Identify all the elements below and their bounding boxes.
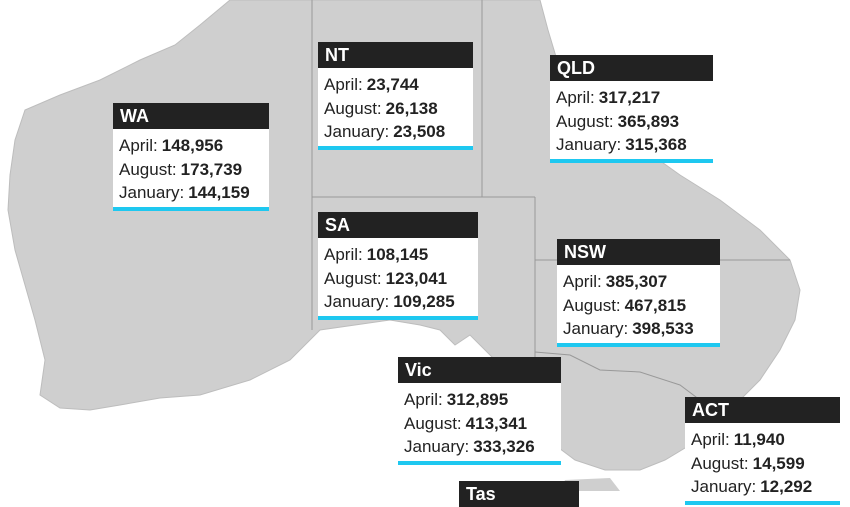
- stat-label: January:: [324, 292, 390, 311]
- stat-label: August:: [119, 159, 177, 179]
- stat-row: January: 144,159: [119, 181, 263, 205]
- region-label-box: Vic April: 312,895 August: 413,341 January: 33…: [398, 357, 561, 465]
- stat-value: 109,285: [393, 292, 455, 311]
- stat-row: April: 385,307: [563, 270, 714, 294]
- stat-row: August: 413,341: [404, 412, 555, 436]
- stat-value: 108,145: [366, 245, 429, 264]
- region-label-box: SA April: 108,145 August: 123,041 January: 109…: [318, 212, 478, 320]
- stat-value: 12,292: [760, 477, 813, 496]
- stat-label: April:: [324, 75, 363, 94]
- stat-row: August: 14,599: [691, 452, 834, 476]
- stat-label: January:: [556, 135, 622, 154]
- region-stats: April: 317,217 August: 365,893 January: 315,3…: [550, 81, 713, 159]
- region-label-box: QLD April: 317,217 August: 365,893 January: 31…: [550, 55, 713, 163]
- stat-label: January:: [324, 122, 390, 141]
- stat-value: 467,815: [624, 295, 687, 315]
- stat-value: 14,599: [752, 453, 805, 473]
- stat-label: August:: [324, 98, 382, 118]
- stat-row: April: 317,217: [556, 86, 707, 110]
- stat-label: January:: [563, 319, 629, 338]
- region-stats: April: 11,940 August: 14,599 January: 12,292: [685, 423, 840, 501]
- stat-row: August: 26,138: [324, 97, 467, 121]
- stat-value: 333,326: [473, 437, 535, 456]
- stat-label: January:: [119, 183, 185, 202]
- stat-value: 148,956: [161, 136, 224, 155]
- region-name: ACT: [685, 397, 840, 423]
- stat-row: August: 173,739: [119, 158, 263, 182]
- stat-label: April:: [691, 430, 730, 449]
- stat-row: April: 23,744: [324, 73, 467, 97]
- region-stats: April: 23,744 August: 26,138 January: 23,508: [318, 68, 473, 146]
- stat-value: 23,744: [366, 75, 419, 94]
- stat-row: April: 148,956: [119, 134, 263, 158]
- stat-label: April:: [119, 136, 158, 155]
- stat-row: August: 123,041: [324, 267, 472, 291]
- region-label-box: ACT April: 11,940 August: 14,599 January: 12,2…: [685, 397, 840, 505]
- stat-label: August:: [556, 111, 614, 131]
- stat-value: 413,341: [465, 413, 528, 433]
- stat-row: August: 467,815: [563, 294, 714, 318]
- stat-row: August: 365,893: [556, 110, 707, 134]
- page: (() => { const data = JSON.parse(documen…: [7, 0, 840, 507]
- stat-label: January:: [404, 437, 470, 456]
- region-label-box: Tas: [459, 481, 579, 507]
- stat-label: August:: [691, 453, 749, 473]
- stat-value: 315,368: [625, 135, 687, 154]
- stat-row: January: 109,285: [324, 290, 472, 314]
- stat-label: August:: [324, 268, 382, 288]
- stat-row: April: 11,940: [691, 428, 834, 452]
- stat-label: August:: [563, 295, 621, 315]
- region-name: QLD: [550, 55, 713, 81]
- region-name: Tas: [459, 481, 579, 507]
- stat-value: 317,217: [598, 88, 661, 107]
- stat-row: January: 12,292: [691, 475, 834, 499]
- stat-row: January: 398,533: [563, 317, 714, 341]
- region-name: WA: [113, 103, 269, 129]
- stat-row: April: 108,145: [324, 243, 472, 267]
- stat-label: April:: [324, 245, 363, 264]
- stat-row: January: 333,326: [404, 435, 555, 459]
- region-stats: April: 148,956 August: 173,739 January: 144,1…: [113, 129, 269, 207]
- stat-value: 385,307: [605, 272, 668, 291]
- region-label-box: NSW April: 385,307 August: 467,815 January: 39…: [557, 239, 720, 347]
- border: [534, 351, 701, 401]
- stat-value: 11,940: [733, 430, 785, 449]
- stat-value: 26,138: [385, 98, 438, 118]
- stat-value: 365,893: [617, 111, 680, 131]
- stat-value: 123,041: [385, 268, 448, 288]
- region-name: NT: [318, 42, 473, 68]
- region-stats: April: 312,895 August: 413,341 January: 333,3…: [398, 383, 561, 461]
- region-label-box: NT April: 23,744 August: 26,138 January: 23,50…: [318, 42, 473, 150]
- region-stats: April: 385,307 August: 467,815 January: 398,5…: [557, 265, 720, 343]
- stat-value: 144,159: [188, 183, 250, 202]
- region-label-box: WA April: 148,956 August: 173,739 January: 144…: [113, 103, 269, 211]
- region-name: SA: [318, 212, 478, 238]
- stat-label: April:: [556, 88, 595, 107]
- stat-label: April:: [563, 272, 602, 291]
- stat-row: January: 315,368: [556, 133, 707, 157]
- stat-row: January: 23,508: [324, 120, 467, 144]
- stat-label: April:: [404, 390, 443, 409]
- stat-label: January:: [691, 477, 757, 496]
- stat-value: 398,533: [632, 319, 694, 338]
- region-name: Vic: [398, 357, 561, 383]
- stat-label: August:: [404, 413, 462, 433]
- stat-value: 23,508: [393, 122, 446, 141]
- region-stats: April: 108,145 August: 123,041 January: 109,2…: [318, 238, 478, 316]
- region-name: NSW: [557, 239, 720, 265]
- stat-value: 312,895: [446, 390, 509, 409]
- stat-value: 173,739: [180, 159, 243, 179]
- stat-row: April: 312,895: [404, 388, 555, 412]
